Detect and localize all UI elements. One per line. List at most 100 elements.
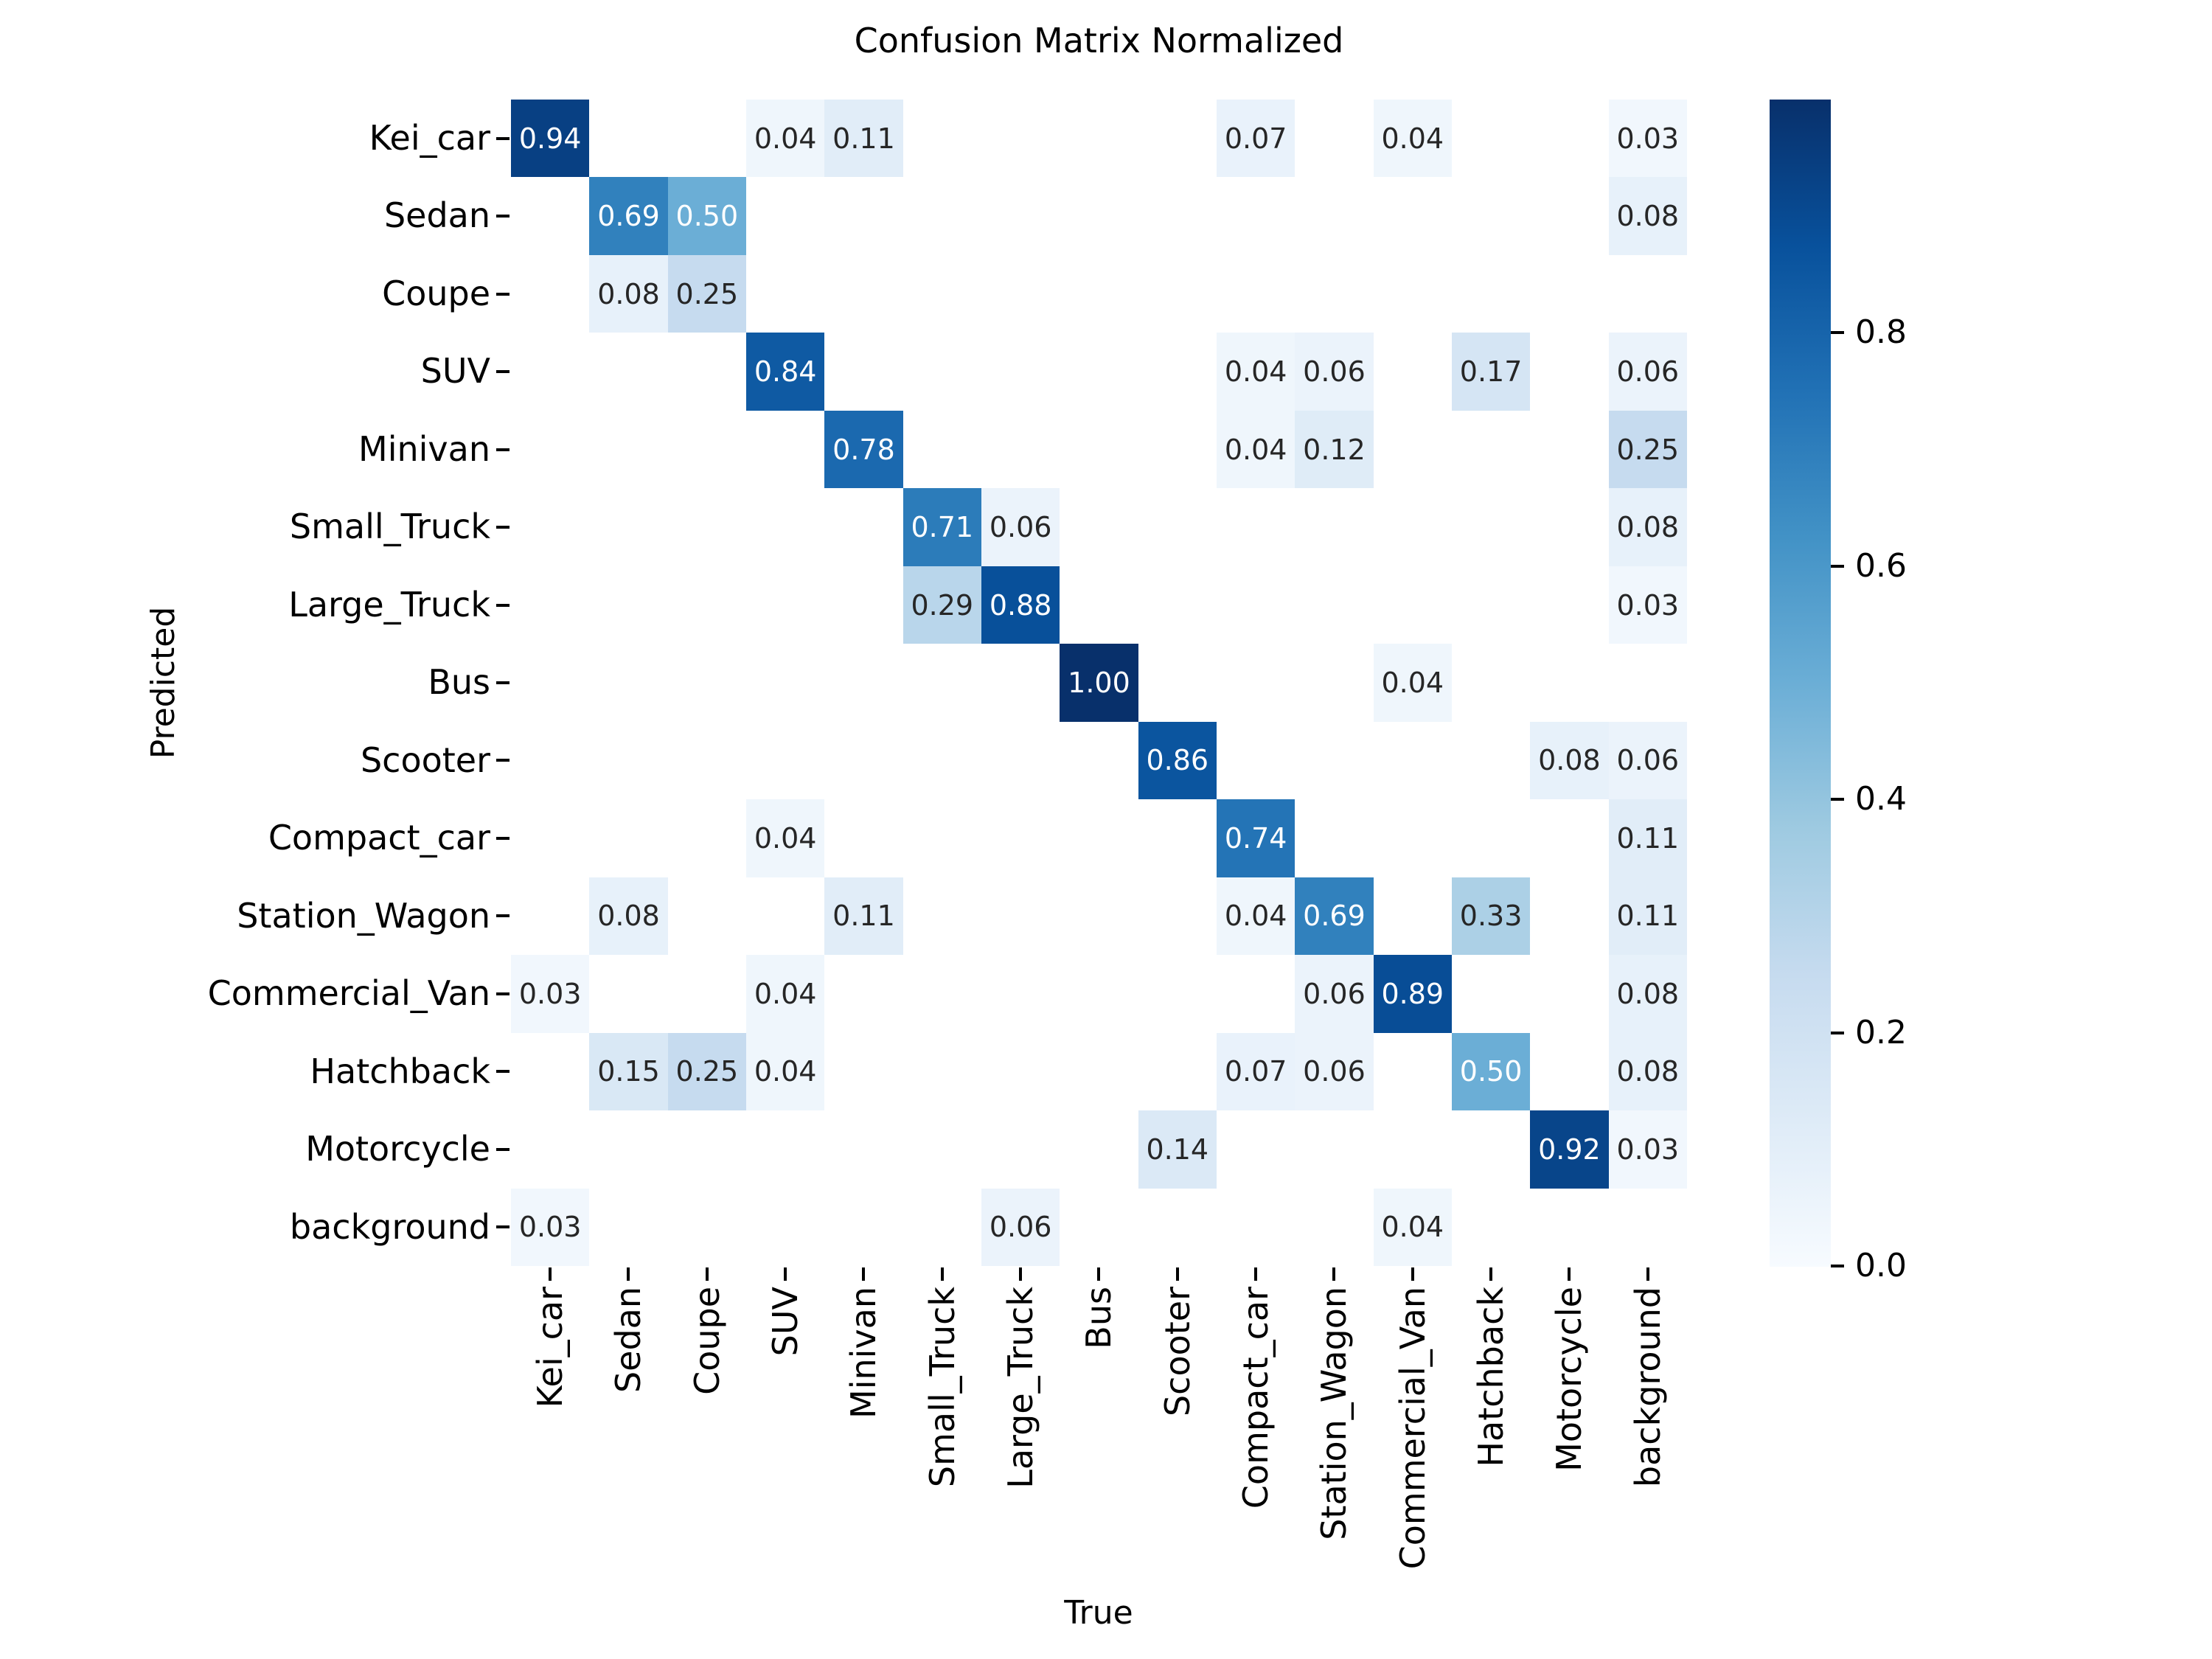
heatmap: 0.94 0.04 0.11 0.07 0.04 0.03 0.69 0.50 0.08 0.08… bbox=[511, 100, 1687, 1267]
heatmap-cell bbox=[1451, 799, 1531, 877]
x-tick-mark bbox=[1332, 1267, 1336, 1281]
heatmap-cell bbox=[981, 410, 1060, 489]
heatmap-cell bbox=[1373, 1032, 1452, 1111]
heatmap-cell: 0.08 bbox=[1608, 1032, 1687, 1111]
x-tick-label: Bus bbox=[1079, 1287, 1119, 1349]
heatmap-cell bbox=[1216, 254, 1295, 333]
heatmap-cell: 0.25 bbox=[1608, 410, 1687, 489]
cell-value: 0.50 bbox=[675, 200, 739, 233]
heatmap-cell bbox=[667, 566, 746, 644]
heatmap-cell bbox=[1373, 410, 1452, 489]
heatmap-cell: 0.88 bbox=[981, 566, 1060, 644]
heatmap-cell bbox=[1138, 177, 1217, 255]
heatmap-cell bbox=[1138, 1032, 1217, 1111]
heatmap-cell bbox=[667, 877, 746, 956]
heatmap-cell bbox=[1295, 799, 1374, 877]
cell-value: 0.08 bbox=[1616, 511, 1680, 544]
heatmap-cell bbox=[1451, 1110, 1531, 1189]
heatmap-cell bbox=[1060, 877, 1138, 956]
colorbar-tick-mark bbox=[1831, 1265, 1844, 1268]
heatmap-cell bbox=[1295, 488, 1374, 566]
heatmap-cell bbox=[1451, 488, 1531, 566]
heatmap-cell bbox=[824, 488, 903, 566]
heatmap-cell: 0.06 bbox=[1295, 333, 1374, 411]
heatmap-cell bbox=[902, 1110, 981, 1189]
heatmap-cell: 0.03 bbox=[1608, 1110, 1687, 1189]
heatmap-cell bbox=[1138, 488, 1217, 566]
y-tick-mark bbox=[496, 681, 509, 685]
colorbar-tick-mark bbox=[1831, 564, 1844, 568]
heatmap-cell: 0.14 bbox=[1138, 1110, 1217, 1189]
heatmap-cell bbox=[589, 410, 668, 489]
heatmap-cell bbox=[1530, 254, 1609, 333]
heatmap-cell bbox=[824, 254, 903, 333]
y-tick-mark bbox=[496, 914, 509, 918]
x-tick-mark bbox=[1568, 1267, 1571, 1281]
y-tick-mark bbox=[496, 370, 509, 374]
heatmap-cell: 0.08 bbox=[1608, 177, 1687, 255]
cell-value: 0.06 bbox=[1303, 1055, 1366, 1088]
cell-value: 0.03 bbox=[1616, 588, 1680, 622]
heatmap-cell: 0.04 bbox=[1373, 100, 1452, 178]
heatmap-cell bbox=[667, 410, 746, 489]
heatmap-cell bbox=[1138, 566, 1217, 644]
cell-value: 0.08 bbox=[1538, 744, 1601, 777]
cell-value: 0.50 bbox=[1459, 1055, 1523, 1088]
heatmap-cell bbox=[589, 799, 668, 877]
cell-value: 0.78 bbox=[832, 433, 895, 466]
y-tick-label: Coupe bbox=[382, 273, 490, 313]
heatmap-cell bbox=[981, 254, 1060, 333]
cell-value: 0.04 bbox=[1224, 900, 1287, 933]
x-tick-mark bbox=[1175, 1267, 1179, 1281]
x-tick-label: Large_Truck bbox=[1001, 1287, 1041, 1489]
heatmap-cell: 0.03 bbox=[1608, 566, 1687, 644]
heatmap-cell bbox=[589, 333, 668, 411]
y-tick-label: Motorcycle bbox=[305, 1129, 490, 1169]
heatmap-cell bbox=[902, 644, 981, 722]
heatmap-cell: 0.71 bbox=[902, 488, 981, 566]
cell-value: 0.06 bbox=[989, 1211, 1052, 1244]
cell-value: 0.04 bbox=[754, 977, 817, 1010]
heatmap-cell bbox=[1530, 410, 1609, 489]
heatmap-cell bbox=[1373, 721, 1452, 800]
heatmap-cell bbox=[511, 644, 590, 722]
heatmap-cell: 0.08 bbox=[1530, 721, 1609, 800]
heatmap-cell bbox=[745, 877, 825, 956]
heatmap-cell: 0.15 bbox=[589, 1032, 668, 1111]
x-tick-label: Small_Truck bbox=[922, 1287, 962, 1488]
cell-value: 0.25 bbox=[675, 1055, 739, 1088]
heatmap-cell bbox=[1608, 254, 1687, 333]
cell-value: 0.17 bbox=[1459, 355, 1523, 389]
heatmap-cell bbox=[1530, 955, 1609, 1033]
heatmap-cell bbox=[1060, 1110, 1138, 1189]
heatmap-cell bbox=[589, 488, 668, 566]
cell-value: 0.12 bbox=[1303, 433, 1366, 466]
heatmap-cell bbox=[1216, 1110, 1295, 1189]
heatmap-cell bbox=[589, 566, 668, 644]
y-tick-label: Sedan bbox=[383, 195, 490, 236]
cell-value: 0.74 bbox=[1224, 821, 1287, 855]
heatmap-cell bbox=[1373, 333, 1452, 411]
heatmap-cell bbox=[824, 177, 903, 255]
heatmap-cell bbox=[981, 721, 1060, 800]
y-tick-mark bbox=[496, 992, 509, 995]
cell-value: 0.94 bbox=[518, 122, 582, 155]
heatmap-cell bbox=[1451, 644, 1531, 722]
heatmap-cell bbox=[745, 177, 825, 255]
heatmap-cell bbox=[1530, 566, 1609, 644]
cell-value: 0.04 bbox=[1381, 1211, 1444, 1244]
cell-value: 0.04 bbox=[1381, 122, 1444, 155]
heatmap-cell: 0.04 bbox=[1216, 410, 1295, 489]
y-tick-label: Compact_car bbox=[268, 818, 490, 858]
cell-value: 0.08 bbox=[1616, 977, 1680, 1010]
heatmap-cell bbox=[902, 799, 981, 877]
cell-value: 0.06 bbox=[1303, 977, 1366, 1010]
y-tick-label: Commercial_Van bbox=[207, 973, 490, 1014]
x-tick-label: Hatchback bbox=[1471, 1287, 1512, 1467]
y-tick-label: Scooter bbox=[360, 740, 490, 780]
heatmap-cell: 0.11 bbox=[824, 100, 903, 178]
cell-value: 0.14 bbox=[1146, 1133, 1209, 1166]
heatmap-cell bbox=[1451, 566, 1531, 644]
heatmap-cell: 0.92 bbox=[1530, 1110, 1609, 1189]
x-tick-label: Commercial_Van bbox=[1392, 1287, 1433, 1570]
